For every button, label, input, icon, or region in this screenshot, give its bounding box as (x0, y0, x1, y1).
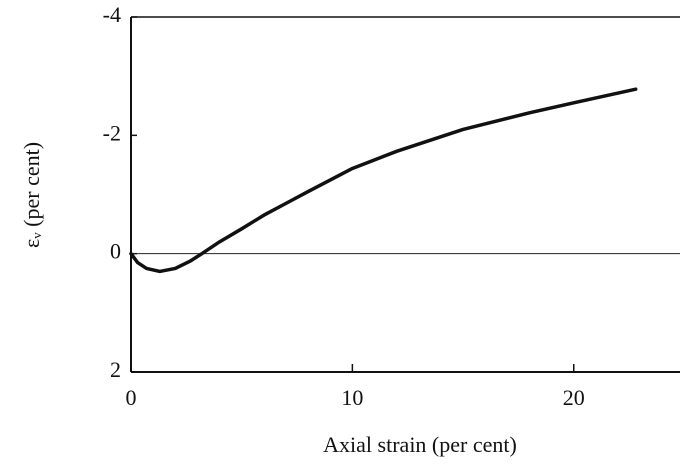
x-tick-label: 20 (563, 385, 585, 410)
y-axis-label: εᵥ (per cent) (19, 142, 44, 248)
y-tick-label: 0 (110, 239, 121, 264)
y-tick-label: -2 (103, 120, 121, 145)
x-tick-label: 0 (126, 385, 137, 410)
data-line (129, 87, 638, 274)
x-axis-label: Axial strain (per cent) (323, 432, 517, 457)
y-tick-label: -4 (103, 2, 121, 27)
y-tick-label: 2 (110, 357, 121, 382)
x-tick-label: 10 (341, 385, 363, 410)
